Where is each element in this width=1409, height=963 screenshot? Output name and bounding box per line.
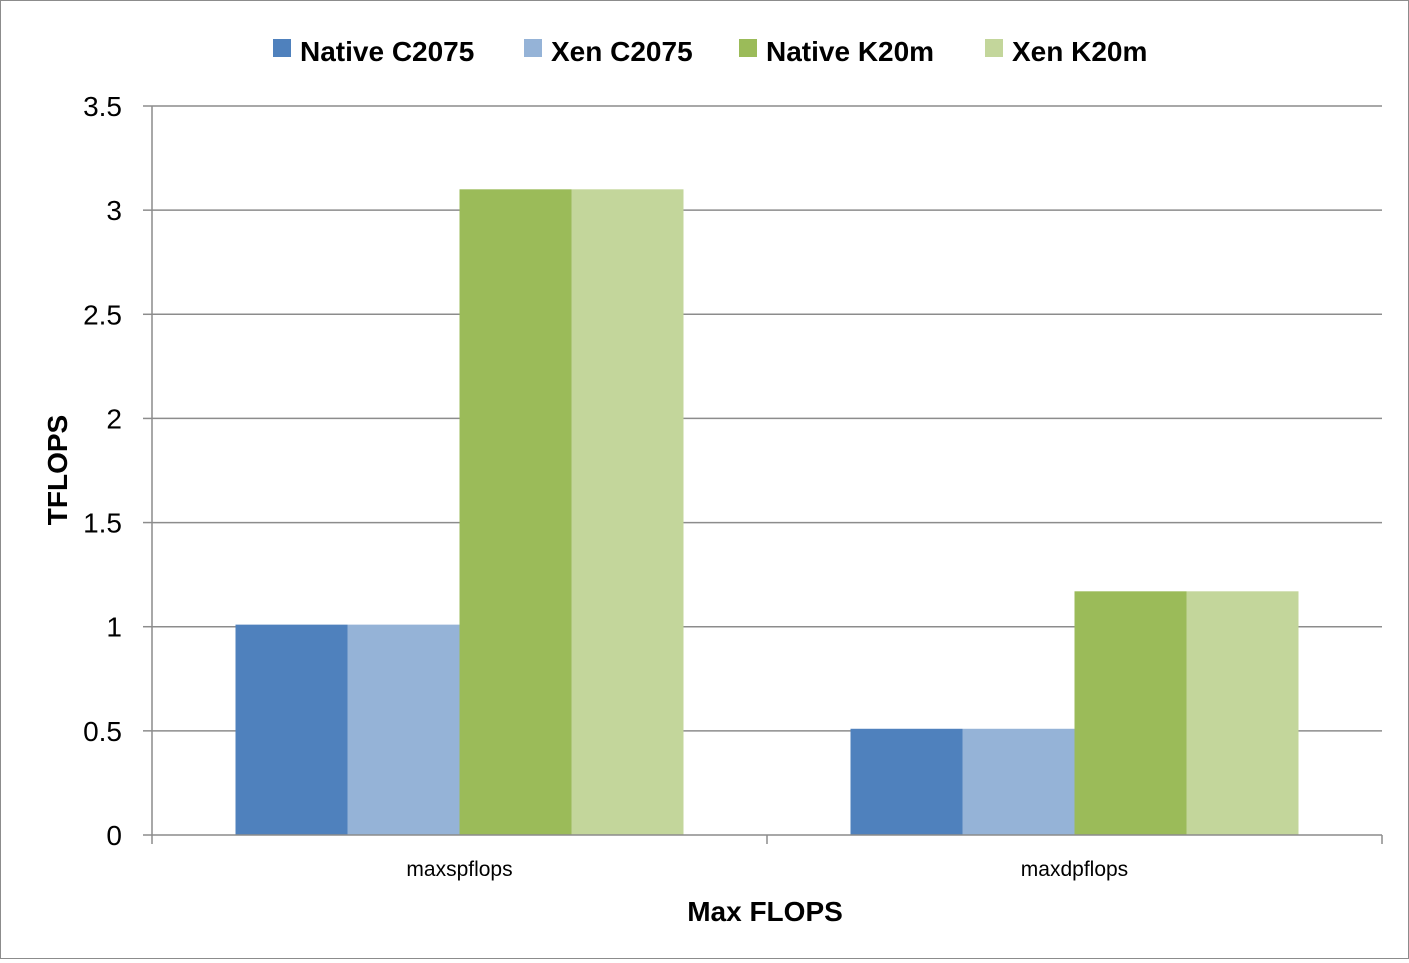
y-tick-label: 0.5 (83, 716, 122, 747)
bar-xen-k20m-maxspflops (571, 189, 684, 836)
y-tick-label: 3.5 (83, 91, 122, 122)
legend-label: Xen C2075 (551, 36, 693, 67)
x-axis-title: Max FLOPS (687, 896, 843, 927)
bar-xen-c2075-maxspflops (347, 624, 460, 835)
bar-native-c2075-maxspflops (235, 624, 348, 835)
bar-xen-c2075-maxdpflops (962, 728, 1075, 835)
legend-swatch (985, 39, 1003, 57)
y-tick-label: 2 (106, 403, 122, 434)
y-tick-label: 1.5 (83, 508, 122, 539)
bar-native-k20m-maxdpflops (1074, 591, 1187, 835)
x-category-label: maxspflops (406, 858, 512, 881)
y-tick-label: 1 (106, 612, 122, 643)
bars (235, 189, 1299, 836)
legend-label: Xen K20m (1012, 36, 1147, 67)
y-axis-title: TFLOPS (42, 415, 73, 525)
y-tick-label: 3 (106, 195, 122, 226)
bar-native-c2075-maxdpflops (850, 728, 963, 835)
x-category-label: maxdpflops (1021, 858, 1128, 881)
legend-swatch (739, 39, 757, 57)
legend-swatch (524, 39, 542, 57)
bar-native-k20m-maxspflops (459, 189, 572, 836)
bar-xen-k20m-maxdpflops (1186, 591, 1299, 835)
axes: 0 0.5 1 1.5 2 2.5 3 3.5 maxspflops maxdpflops (83, 91, 1383, 881)
y-tick-label: 0 (106, 820, 122, 851)
legend-label: Native K20m (766, 36, 934, 67)
legend-label: Native C2075 (300, 36, 474, 67)
legend-swatch (273, 39, 291, 57)
y-tick-label: 2.5 (83, 299, 122, 330)
legend: Native C2075 Xen C2075 Native K20m Xen K20m (273, 36, 1147, 67)
